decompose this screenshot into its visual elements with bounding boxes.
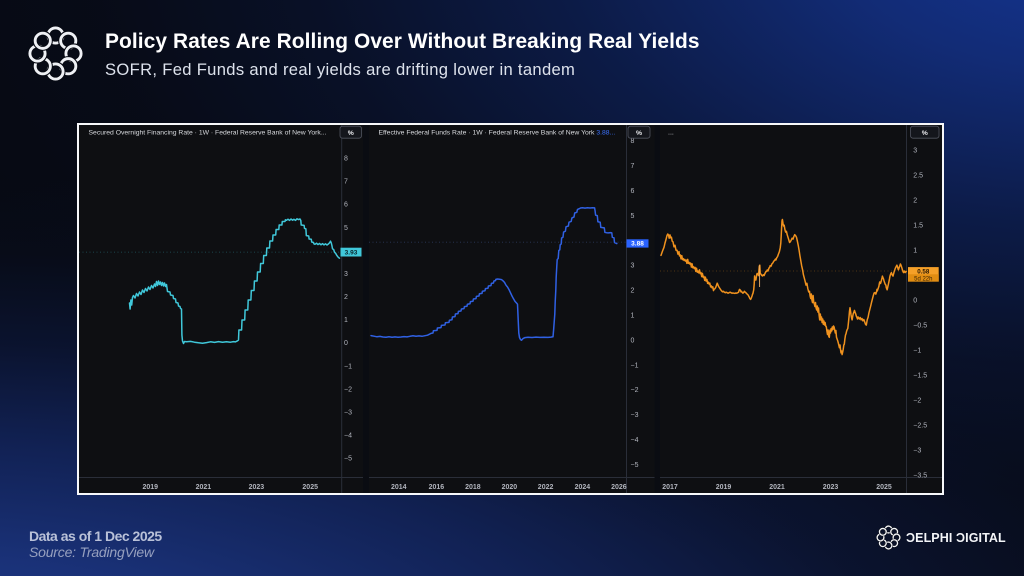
svg-text:−2: −2 [913,398,921,405]
svg-text:6: 6 [631,188,635,195]
svg-text:2022: 2022 [538,484,554,491]
svg-text:2014: 2014 [391,484,407,491]
svg-text:2026: 2026 [611,484,627,491]
svg-text:%: % [347,130,353,137]
svg-text:−0.5: −0.5 [913,323,927,330]
svg-text:1.5: 1.5 [913,223,923,230]
svg-text:%: % [922,130,928,137]
svg-text:Secured Overnight Financing Ra: Secured Overnight Financing Rate · 1W · … [88,130,326,137]
svg-text:−3.5: −3.5 [913,473,927,480]
svg-text:−1: −1 [913,348,921,355]
svg-text:5: 5 [631,213,635,220]
svg-text:3: 3 [913,148,917,155]
svg-text:0: 0 [631,337,635,344]
svg-text:2025: 2025 [876,484,892,491]
svg-text:−2: −2 [344,386,352,393]
svg-text:−5: −5 [344,456,352,463]
svg-text:−1.5: −1.5 [913,373,927,380]
svg-text:8: 8 [631,138,635,145]
svg-text:2025: 2025 [302,484,318,491]
svg-text:−2.5: −2.5 [913,423,927,430]
svg-text:−2: −2 [631,387,639,394]
svg-text:1: 1 [631,313,635,320]
svg-text:−1: −1 [344,363,352,370]
svg-text:2: 2 [913,198,917,205]
svg-text:5d 22h: 5d 22h [914,276,932,282]
svg-text:2021: 2021 [769,484,785,491]
svg-text:2024: 2024 [575,484,591,491]
svg-text:3: 3 [344,271,348,278]
svg-text:2023: 2023 [248,484,264,491]
svg-text:2021: 2021 [195,484,211,491]
svg-text:...: ... [668,130,674,137]
svg-text:3.88: 3.88 [631,241,644,248]
svg-text:0.58: 0.58 [917,268,930,275]
svg-text:7: 7 [631,163,635,170]
svg-text:2023: 2023 [823,484,839,491]
svg-text:−1: −1 [631,362,639,369]
svg-text:7: 7 [344,179,348,186]
svg-text:0: 0 [344,340,348,347]
svg-text:2: 2 [631,288,635,295]
svg-text:2019: 2019 [142,484,158,491]
svg-text:Effective Federal Funds Rate ·: Effective Federal Funds Rate · 1W · Fede… [379,130,616,137]
svg-text:8: 8 [344,156,348,163]
svg-text:−3: −3 [344,409,352,416]
svg-text:−3: −3 [913,448,921,455]
svg-text:2018: 2018 [465,484,481,491]
svg-text:3: 3 [631,263,635,270]
svg-text:2019: 2019 [716,484,732,491]
svg-text:0: 0 [913,298,917,305]
svg-text:2: 2 [344,294,348,301]
svg-text:1: 1 [913,248,917,255]
svg-text:6: 6 [344,202,348,209]
svg-text:2017: 2017 [662,484,678,491]
svg-text:3.93: 3.93 [344,249,357,256]
svg-text:2016: 2016 [429,484,445,491]
svg-text:−3: −3 [631,412,639,419]
svg-text:5: 5 [344,225,348,232]
svg-text:2.5: 2.5 [913,173,923,180]
svg-text:1: 1 [344,317,348,324]
svg-text:−4: −4 [631,437,639,444]
svg-text:−4: −4 [344,433,352,440]
svg-text:−5: −5 [631,462,639,469]
svg-text:%: % [636,130,642,137]
svg-text:2020: 2020 [502,484,518,491]
